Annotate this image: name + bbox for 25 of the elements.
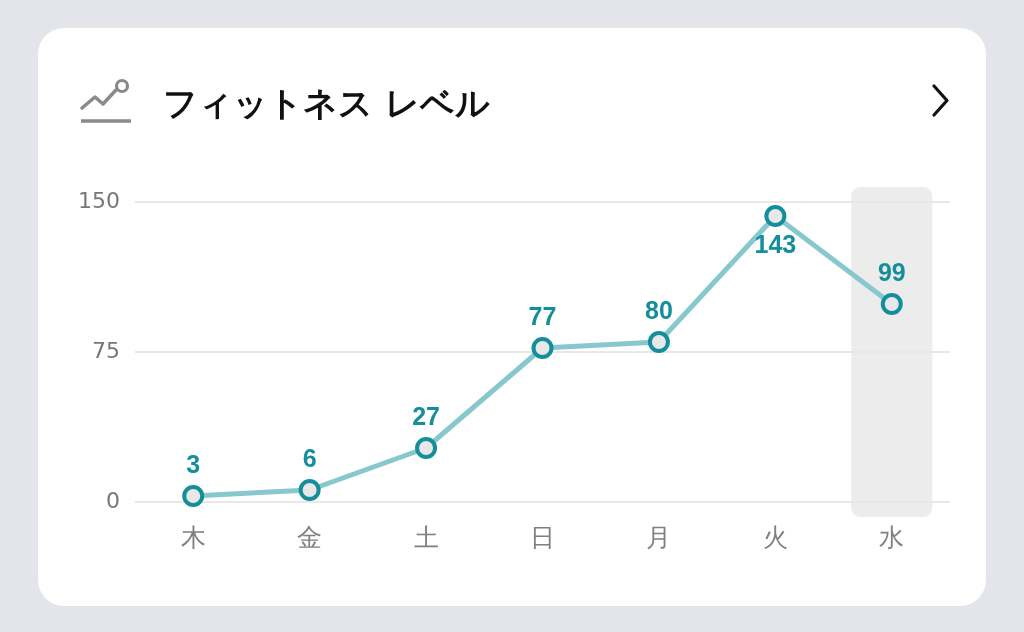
data-label: 80 (645, 295, 673, 324)
point (647, 331, 670, 353)
x-tick-label: 月 (646, 522, 672, 552)
point (298, 479, 321, 501)
point (415, 437, 438, 459)
x-tick-label: 金 (297, 522, 323, 552)
data-label: 77 (528, 301, 557, 330)
data-label: 99 (877, 257, 906, 286)
y-tick-label: 0 (106, 487, 120, 513)
chart-title: フィットネス レベル (163, 82, 490, 124)
data-label: 3 (186, 449, 201, 478)
data-label: 143 (754, 229, 797, 258)
point (880, 293, 903, 315)
x-tick-label: 火 (762, 522, 788, 552)
point (182, 485, 205, 507)
x-tick-label: 日 (530, 522, 555, 552)
point (764, 205, 787, 227)
point (531, 337, 554, 359)
y-tick-label: 150 (78, 187, 120, 213)
x-tick-label: 土 (413, 522, 439, 552)
x-tick-label: 木 (180, 522, 206, 552)
y-tick-label: 75 (92, 337, 120, 363)
data-label: 27 (412, 401, 440, 430)
data-label: 6 (302, 443, 317, 472)
x-tick-label: 水 (879, 522, 905, 552)
